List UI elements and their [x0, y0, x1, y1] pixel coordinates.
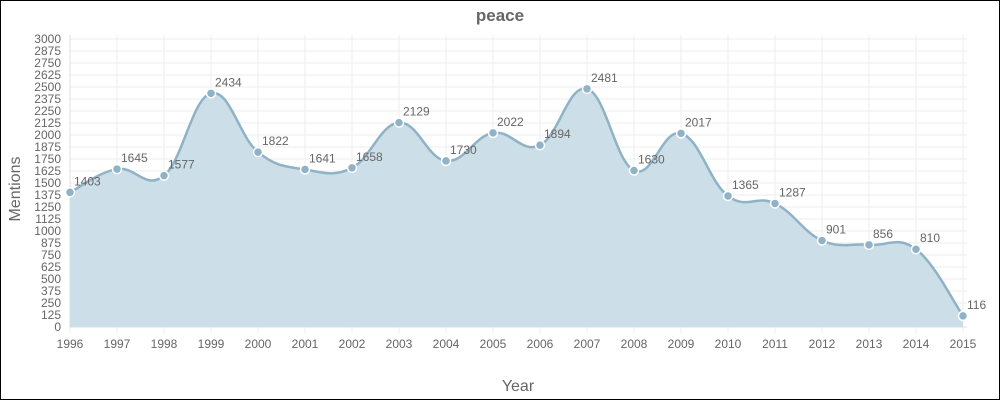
- x-tick-label: 2003: [386, 337, 413, 351]
- x-tick-label: 2013: [856, 337, 883, 351]
- y-tick-label: 2000: [34, 128, 61, 142]
- y-tick-label: 250: [41, 296, 61, 310]
- data-label: 901: [826, 223, 846, 237]
- x-tick-label: 2015: [950, 337, 977, 351]
- x-tick-label: 2008: [621, 337, 648, 351]
- data-label: 1365: [732, 178, 759, 192]
- series-area: [70, 88, 963, 327]
- data-point: [816, 235, 828, 246]
- data-point: [628, 165, 640, 176]
- y-tick-label: 1125: [35, 212, 61, 226]
- y-tick-label: 0: [54, 320, 61, 334]
- y-tick-label: 2250: [34, 104, 61, 118]
- data-label: 810: [920, 231, 940, 245]
- data-label: 1287: [779, 185, 806, 199]
- data-label: 2129: [403, 105, 430, 119]
- data-label: 1822: [262, 134, 289, 148]
- y-tick-label: 2625: [34, 68, 61, 82]
- data-point: [205, 88, 217, 99]
- data-point: [957, 310, 969, 322]
- data-label: 1730: [450, 143, 477, 157]
- y-tick-label: 875: [41, 236, 61, 250]
- y-tick-label: 2750: [34, 56, 61, 70]
- x-tick-label: 2007: [574, 337, 601, 351]
- y-tick-label: 1875: [34, 140, 61, 154]
- data-labels: 1403 1645 1577 2434 1822 1641 1658 2129 1730 2022…: [74, 71, 986, 312]
- x-tick-label: 2002: [339, 337, 366, 351]
- data-points: [64, 83, 969, 322]
- x-tick-label: 2000: [245, 337, 272, 351]
- data-label: 1645: [121, 151, 148, 165]
- data-label: 1894: [544, 127, 571, 141]
- data-label: 1658: [356, 150, 383, 164]
- data-point: [534, 139, 546, 151]
- x-tick-label: 1997: [104, 337, 131, 351]
- data-point: [299, 164, 311, 175]
- data-point: [487, 127, 499, 139]
- y-tick-label: 125: [41, 308, 61, 322]
- x-tick-label: 2010: [715, 337, 742, 351]
- data-label: 1630: [638, 153, 665, 167]
- data-label: 1641: [309, 151, 336, 165]
- data-point: [111, 163, 123, 175]
- data-label: 2434: [215, 75, 242, 89]
- data-point: [440, 155, 452, 167]
- data-point: [675, 128, 687, 139]
- x-axis-ticks: 1996 1997 1998 1999 2000 2001 2002 2003 2004 2005…: [57, 337, 977, 351]
- chart-title: peace: [476, 6, 524, 25]
- data-point: [346, 162, 358, 174]
- data-point: [722, 190, 734, 202]
- data-label: 1403: [74, 174, 101, 188]
- x-tick-label: 1999: [198, 337, 225, 351]
- x-axis-title: Year: [502, 378, 535, 395]
- x-tick-label: 1996: [57, 337, 84, 351]
- data-point: [910, 243, 922, 255]
- y-tick-label: 2875: [34, 44, 61, 58]
- data-label: 2022: [497, 115, 524, 129]
- x-tick-label: 2001: [292, 337, 319, 351]
- y-tick-label: 1375: [34, 188, 61, 202]
- data-label: 116: [967, 298, 986, 312]
- y-tick-label: 1000: [34, 224, 61, 238]
- data-point: [393, 117, 405, 128]
- data-label: 856: [873, 227, 893, 241]
- y-tick-label: 2500: [34, 80, 61, 94]
- x-tick-label: 2006: [527, 337, 554, 351]
- x-tick-label: 2012: [809, 337, 836, 351]
- x-tick-label: 2011: [762, 337, 788, 351]
- y-tick-label: 375: [41, 284, 61, 298]
- y-tick-label: 625: [41, 260, 61, 274]
- y-tick-label: 3000: [34, 32, 61, 46]
- data-label: 2481: [591, 71, 618, 85]
- data-point: [158, 170, 170, 181]
- data-point: [581, 83, 593, 95]
- y-tick-label: 750: [41, 248, 61, 262]
- data-label: 2017: [685, 115, 712, 129]
- x-tick-label: 2005: [480, 337, 507, 351]
- y-tick-label: 1625: [34, 164, 61, 178]
- y-tick-label: 1250: [34, 200, 61, 214]
- x-tick-label: 2004: [433, 337, 460, 351]
- data-point: [769, 198, 781, 209]
- x-tick-label: 2014: [903, 337, 930, 351]
- y-tick-label: 1750: [34, 152, 61, 166]
- y-tick-label: 1500: [34, 176, 61, 190]
- data-label: 1577: [168, 158, 195, 172]
- data-point: [863, 239, 875, 251]
- y-tick-label: 2375: [34, 92, 61, 106]
- y-tick-label: 500: [41, 272, 61, 286]
- data-point: [64, 187, 76, 198]
- y-axis-ticks: 0125250375500625750875100011251250137515…: [34, 32, 61, 334]
- y-tick-label: 2125: [34, 116, 61, 130]
- data-point: [252, 146, 264, 158]
- y-axis-title: Mentions: [7, 157, 24, 222]
- x-tick-label: 1998: [151, 337, 178, 351]
- x-tick-label: 2009: [668, 337, 695, 351]
